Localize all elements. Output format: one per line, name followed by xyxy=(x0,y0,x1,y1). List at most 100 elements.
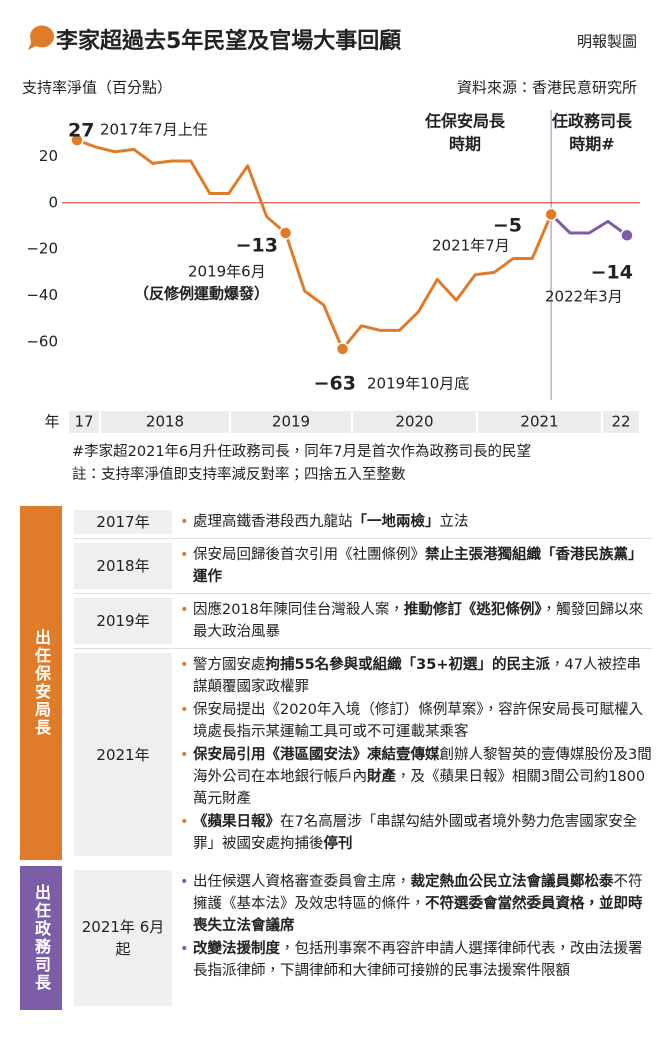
text: 不符擁護《基本法》及效忠特區的條件， xyxy=(193,874,643,912)
x-tick-label: 2020 xyxy=(395,413,433,431)
value-label: 27 xyxy=(68,120,94,142)
y-tick-label: 20 xyxy=(39,147,58,165)
value-label: −13 xyxy=(236,235,278,257)
content: 因應2018年陳同佳台灣殺人案，推動修訂《逃犯條例》，觸發回歸以來最大政治風暴 xyxy=(172,598,652,644)
source: 資料來源：香港民意研究所 xyxy=(457,79,637,97)
annotation: 2019年6月 xyxy=(188,263,266,281)
bold-text: 不符選委會當然委員資格，並即時喪失立法會議席 xyxy=(193,896,643,934)
timeline-table: 出任保安局長2017年處理高鐵香港段西九龍站「一地兩檢」立法2018年保安局回歸… xyxy=(20,506,652,1016)
annotation: 2021年7月 xyxy=(432,237,510,255)
title: 李家超過去5年民望及官場大事回顧 xyxy=(56,28,401,54)
bold-text: 改變法援制度 xyxy=(193,941,280,957)
value-label: −5 xyxy=(493,215,522,237)
text: ，及《蘋果日報》相關3間公司約1800萬元財產 xyxy=(193,769,646,807)
x-tick-label: 22 xyxy=(611,413,630,431)
annotation: （反修例運動爆發） xyxy=(134,285,269,303)
bold-text: 推動修訂《逃犯條例》 xyxy=(403,602,542,618)
rows: 2021年 6月起出任候選人資格審查委員會主席，裁定熱血公民立法會議員鄭松泰不符… xyxy=(74,866,652,1010)
content: 警方國安處拘捕55名參與或組織「35+初選」的民主派，47人被控串謀顛覆國家政權… xyxy=(172,653,652,856)
period-label: 任保安局長 xyxy=(424,112,506,131)
content: 保安局回歸後首次引用《社團條例》禁止主張港獨組織「香港民族黨」運作 xyxy=(172,543,652,589)
x-tick-label: 17 xyxy=(74,413,93,431)
chart: 李家超過去5年民望及官場大事回顧 明報製圖 支持率淨值（百分點） 資料來源：香港… xyxy=(22,25,640,483)
year-band xyxy=(69,411,99,433)
text: 因應2018年陳同佳台灣殺人案， xyxy=(193,602,404,618)
text: 在7名高層涉「串謀勾結外國或者境外勢力危害國家安全罪」被國安處拘捕後 xyxy=(193,814,638,852)
point xyxy=(70,133,84,147)
y-tick-label: −20 xyxy=(26,240,58,258)
text: ，包括刑事案不再容許申請人選擇律師代表，改由法援署長指派律師，下調律師和大律師可… xyxy=(193,941,643,979)
bullet: 警方國安處拘捕55名參與或組織「35+初選」的民主派，47人被控串謀顛覆國家政權… xyxy=(180,654,652,698)
row: 2021年 6月起出任候選人資格審查委員會主席，裁定熱血公民立法會議員鄭松泰不符… xyxy=(74,866,652,1010)
year-cell: 2017年 xyxy=(74,510,172,534)
text: 處理高鐵香港段西九龍站 xyxy=(193,514,353,530)
bold-text: 裁定熱血公民立法會議員鄭松泰 xyxy=(410,874,614,890)
bullet: 改變法援制度，包括刑事案不再容許申請人選擇律師代表，改由法援署長指派律師，下調律… xyxy=(180,938,652,982)
year-band xyxy=(353,411,476,433)
rows: 2017年處理高鐵香港段西九龍站「一地兩檢」立法2018年保安局回歸後首次引用《… xyxy=(74,506,652,860)
annotation: 2022年3月 xyxy=(545,288,623,306)
period-label: 時期# xyxy=(569,135,614,154)
period-label: 任政務司長 xyxy=(551,112,633,131)
title-icon xyxy=(28,25,54,50)
y-tick-label: 0 xyxy=(48,193,58,211)
point xyxy=(335,342,350,356)
text: ，47人被控串謀顛覆國家政權罪 xyxy=(193,657,641,695)
bold-text: 《蘋果日報》 xyxy=(193,814,280,830)
line xyxy=(550,213,628,237)
bullet: 保安局回歸後首次引用《社團條例》禁止主張港獨組織「香港民族黨」運作 xyxy=(180,544,652,588)
text: 保安局回歸後首次引用《社團條例》 xyxy=(193,547,425,563)
group-label: 出任保安局長 xyxy=(20,506,62,860)
point xyxy=(620,228,634,243)
text: 保安局提出《2020年入境（修訂）條例草案》，容許保安局長可賦權入境處長指示某運… xyxy=(193,702,644,740)
footnote: 註：支持率淨值即支持率減反對率；四捨五入至整數 xyxy=(72,465,406,483)
bullet: 保安局引用《港區國安法》凍結壹傳媒創辦人黎智英的壹傳媒股份及3間海外公司在本地銀… xyxy=(180,744,652,810)
year-band xyxy=(231,411,351,433)
year-band xyxy=(101,411,229,433)
bullet: 保安局提出《2020年入境（修訂）條例草案》，容許保安局長可賦權入境處長指示某運… xyxy=(180,699,652,743)
row: 2017年處理高鐵香港段西九龍站「一地兩檢」立法 xyxy=(74,506,652,538)
text: 創辦人黎智英的壹傳媒股份及3間海外公司在本地銀行帳戶內 xyxy=(193,747,652,785)
bold-text: 保安局引用《港區國安法》凍結壹傳媒 xyxy=(193,747,440,763)
group: 出任保安局長2017年處理高鐵香港段西九龍站「一地兩檢」立法2018年保安局回歸… xyxy=(20,506,652,860)
bullet: 因應2018年陳同佳台灣殺人案，推動修訂《逃犯條例》，觸發回歸以來最大政治風暴 xyxy=(180,599,652,643)
value-label: −63 xyxy=(314,373,356,395)
y-axis-label: 支持率淨值（百分點） xyxy=(22,79,172,97)
bold-text: 停刊 xyxy=(323,836,353,852)
content: 處理高鐵香港段西九龍站「一地兩檢」立法 xyxy=(172,510,652,534)
bullet: 出任候選人資格審查委員會主席，裁定熱血公民立法會議員鄭松泰不符擁護《基本法》及效… xyxy=(180,871,652,937)
x-tick-label: 2018 xyxy=(146,413,184,431)
annotation: 2019年10月底 xyxy=(367,375,469,393)
value-label: −14 xyxy=(591,262,633,284)
bullet: 《蘋果日報》在7名高層涉「串謀勾結外國或者境外勢力危害國家安全罪」被國安處拘捕後… xyxy=(180,811,652,855)
point xyxy=(544,207,558,222)
bullet: 處理高鐵香港段西九龍站「一地兩檢」立法 xyxy=(180,511,652,533)
row: 2019年因應2018年陳同佳台灣殺人案，推動修訂《逃犯條例》，觸發回歸以來最大… xyxy=(74,593,652,648)
annotation: 2017年7月上任 xyxy=(100,121,208,139)
year-band xyxy=(603,411,639,433)
text: 出任候選人資格審查委員會主席， xyxy=(193,874,411,890)
content: 出任候選人資格審查委員會主席，裁定熱血公民立法會議員鄭松泰不符擁護《基本法》及效… xyxy=(172,870,652,1006)
year-band xyxy=(478,411,601,433)
footnote: #李家超2021年6月升任政務司長，同年7月是首次作為政務司長的民望 xyxy=(72,443,531,460)
period-label: 時期 xyxy=(449,135,481,154)
group-label: 出任政務司長 xyxy=(20,866,62,1010)
bold-text: 拘捕55名參與或組織「35+初選」的民主派 xyxy=(265,657,551,673)
credit: 明報製圖 xyxy=(577,33,637,51)
text: 立法 xyxy=(439,514,469,530)
row: 2021年警方國安處拘捕55名參與或組織「35+初選」的民主派，47人被控串謀顛… xyxy=(74,648,652,860)
bold-text: 財產 xyxy=(367,769,396,785)
text: ，觸發回歸以來最大政治風暴 xyxy=(193,602,644,640)
year-cell: 2021年 xyxy=(74,653,172,856)
x-tick-label: 2019 xyxy=(272,413,310,431)
year-cell: 2021年 6月起 xyxy=(74,870,172,1006)
text: 警方國安處 xyxy=(193,657,266,673)
year-cell: 2019年 xyxy=(74,598,172,644)
y-tick-label: −60 xyxy=(26,333,58,351)
line xyxy=(76,138,553,351)
bold-text: 「一地兩檢」 xyxy=(352,514,440,530)
bold-text: 禁止主張港獨組織「香港民族黨」運作 xyxy=(193,547,643,585)
y-tick-label: −40 xyxy=(26,286,58,304)
